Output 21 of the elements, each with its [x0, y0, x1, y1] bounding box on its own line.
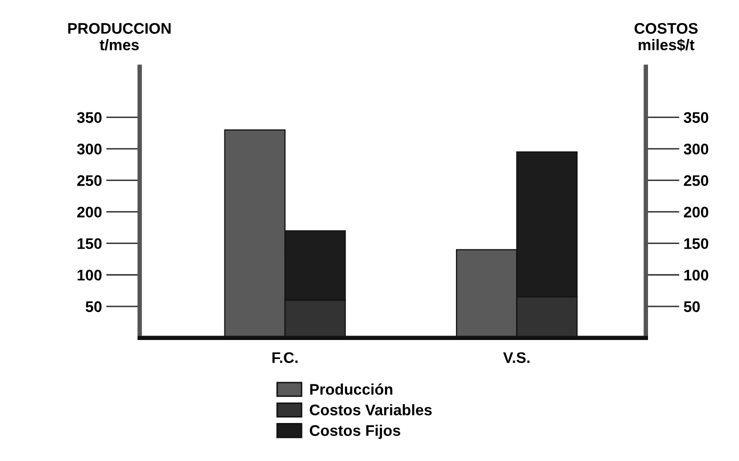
y-tick-label: 200: [77, 206, 102, 218]
y2-axis-title: COSTOS miles$/t: [634, 22, 698, 52]
y2-tick-label: 300: [684, 144, 708, 155]
x-tick-label: V.S.: [503, 352, 530, 364]
y2-tick-label: 100: [684, 270, 708, 281]
y-tick-label: 300: [77, 144, 102, 155]
y2-tick-label: 250: [684, 175, 708, 186]
y-tick-label: 100: [78, 270, 102, 281]
legend-label: Producción: [310, 383, 392, 395]
y2-tick-label: 50: [684, 301, 700, 312]
y-tick-label: 250: [77, 175, 102, 186]
y-axis-title: PRODUCCION t/mes: [68, 22, 171, 50]
y2-tick-label: 200: [684, 206, 708, 218]
y-tick-label: 150: [78, 238, 102, 250]
legend-label: Costos Fijos: [310, 424, 400, 439]
x-tick-label: F.C.: [272, 352, 298, 364]
y2-tick-label: 150: [684, 238, 708, 250]
y-tick-label: 50: [86, 301, 102, 312]
y2-tick-label: 350: [684, 112, 708, 123]
legend-label: Costos Variables: [310, 404, 432, 416]
y-tick-label: 350: [77, 112, 102, 123]
